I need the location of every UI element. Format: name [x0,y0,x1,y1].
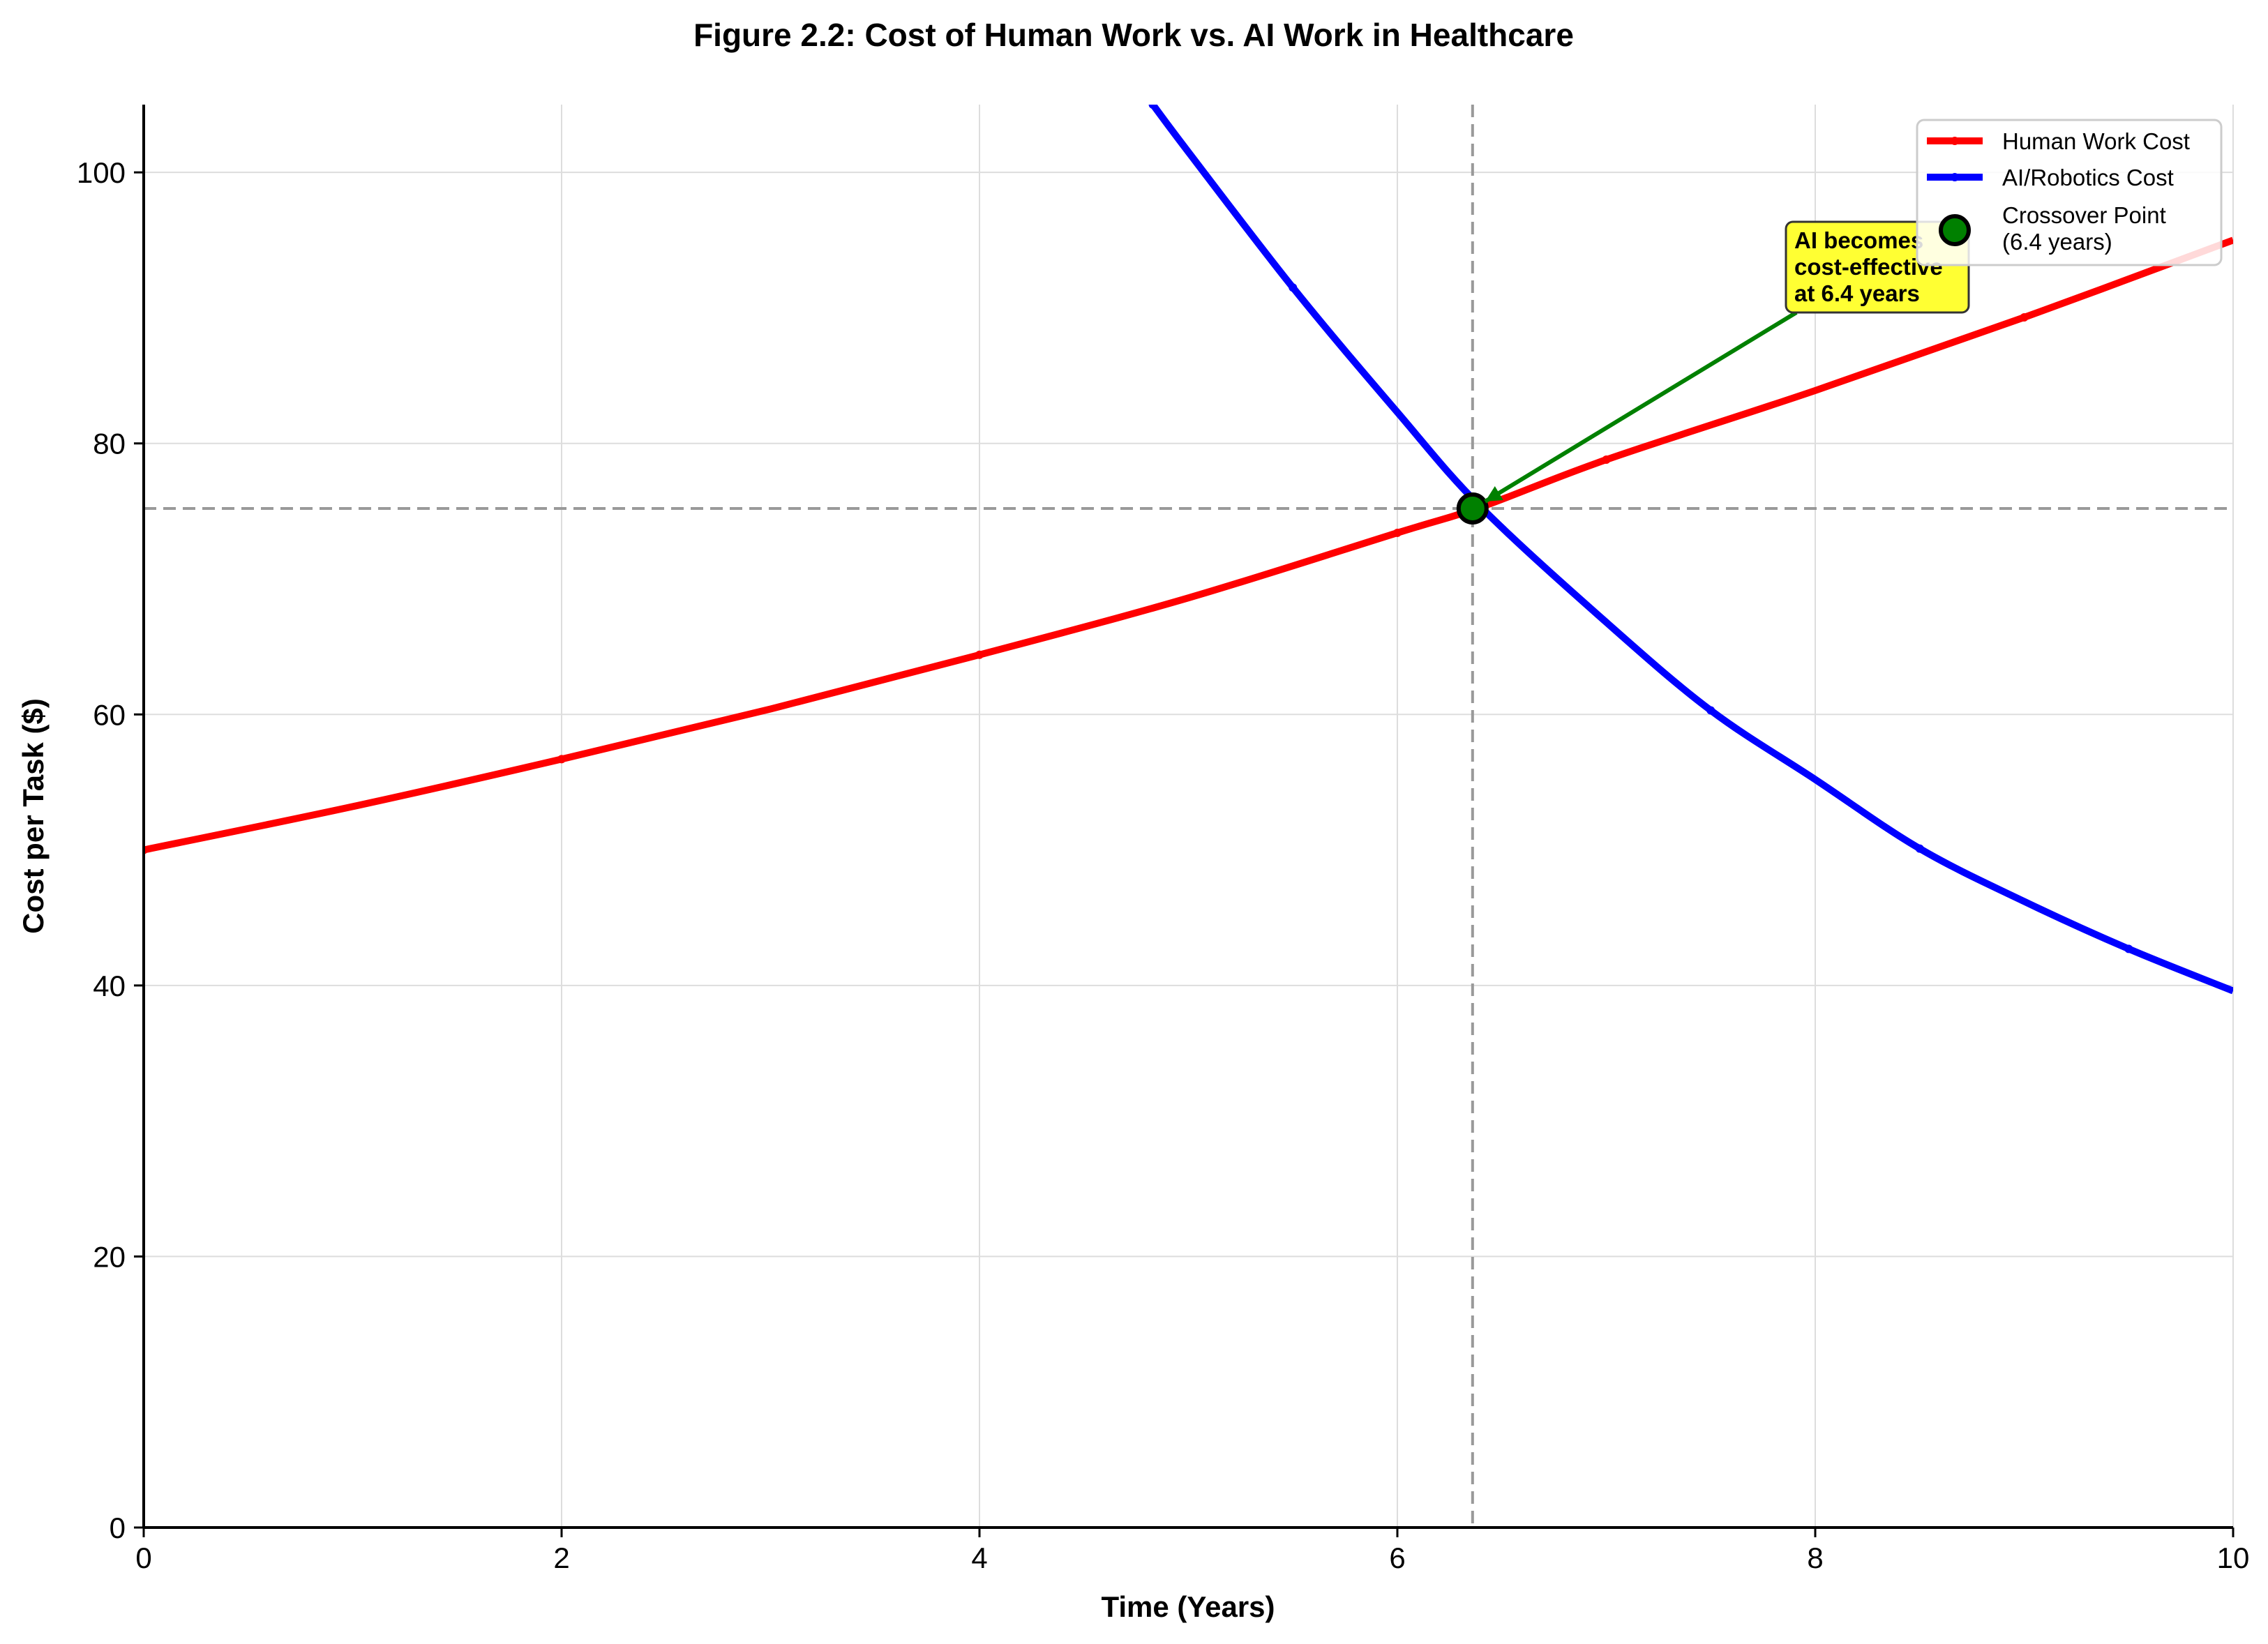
ai-robotics-cost-point [1148,105,1157,109]
y-axis-label: Cost per Task ($) [17,698,50,934]
human-work-cost-point [975,650,984,659]
legend-label: (6.4 years) [2002,229,2112,255]
legend-box [1916,119,2223,266]
x-tick-label: 8 [1807,1541,1823,1574]
x-tick-label: 6 [1389,1541,1405,1574]
chart-title: Figure 2.2: Cost of Human Work vs. AI Wo… [693,17,1574,53]
human-work-cost-point [1602,455,1611,465]
reference-lines [144,105,2233,1528]
legend-crossover-marker [1939,214,1971,246]
y-tick-label: 100 [77,156,126,189]
annotation-arrowhead [1485,485,1503,502]
x-tick-label: 0 [135,1541,151,1574]
legend-label: AI/Robotics Cost [2002,165,2174,190]
ai-robotics-cost-point [1289,283,1298,292]
x-tick-label: 4 [971,1541,987,1574]
legend: Human Work Cost AI/Robotics Cost Crossover… [1916,119,2223,266]
crossover-point [1456,492,1489,525]
legend-label: Crossover Point [2002,202,2166,228]
human-work-cost-line [144,236,2233,854]
human-work-cost-point [2020,313,2029,322]
annotation-arrow [1484,310,1798,504]
annotation-text: AI becomes [1794,227,1923,253]
ai-robotics-cost-point [1915,844,1924,853]
legend-label: Human Work Cost [2002,128,2190,154]
annotation-text: at 6.4 years [1794,280,1920,306]
x-tick-label: 2 [553,1541,569,1574]
human-work-cost-point [557,755,566,764]
y-tick-label: 80 [93,428,126,460]
y-tick-label: 0 [110,1511,126,1544]
ai-robotics-cost-point [2124,944,2133,953]
x-axis-label: Time (Years) [1101,1590,1275,1623]
grid [143,105,2234,1528]
y-tick-label: 60 [93,698,126,731]
human-work-cost-point [1393,528,1402,537]
y-tick-label: 20 [93,1240,126,1273]
y-tick-label: 40 [93,970,126,1002]
series-layer [144,105,2233,995]
axes [134,105,2235,1537]
legend-marker [1951,137,1959,145]
ai-robotics-cost-point [1706,706,1715,715]
legend-marker [1951,173,1959,181]
x-tick-label: 10 [2217,1541,2250,1574]
